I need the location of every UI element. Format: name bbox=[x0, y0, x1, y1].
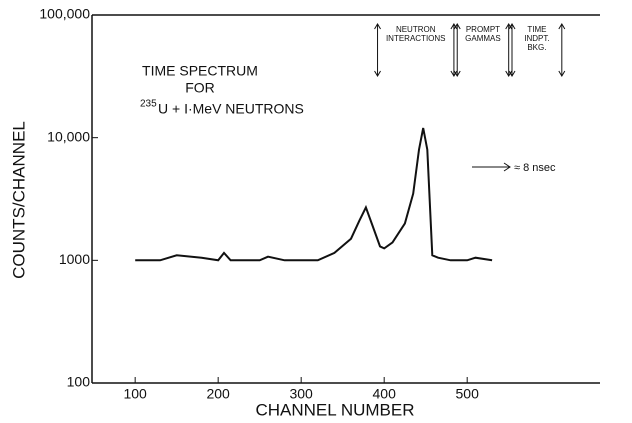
y-tick-label: 10,000 bbox=[47, 128, 90, 144]
annotation-superscript: 235 bbox=[140, 99, 157, 110]
region-arrow bbox=[450, 23, 458, 77]
x-tick-label: 200 bbox=[206, 386, 230, 402]
annotation: U + I·MeV NEUTRONS bbox=[158, 101, 304, 117]
x-tick-label: 100 bbox=[123, 386, 147, 402]
region-label: GAMMAS bbox=[465, 34, 501, 43]
data-line bbox=[135, 127, 493, 262]
region-arrow bbox=[508, 23, 516, 77]
y-tick-label: 100,000 bbox=[39, 6, 90, 22]
x-axis-label: CHANNEL NUMBER bbox=[255, 400, 414, 419]
y-tick-label: 1000 bbox=[59, 251, 90, 267]
y-axis-label: COUNTS/CHANNEL bbox=[9, 121, 28, 279]
region-label: BKG. bbox=[527, 43, 546, 52]
y-tick-label: 100 bbox=[67, 374, 91, 390]
region-arrow bbox=[453, 23, 461, 77]
region-arrow bbox=[374, 23, 381, 77]
region-label: NEUTRON bbox=[396, 25, 436, 34]
region-arrow bbox=[558, 23, 566, 77]
region-label: INTERACTIONS bbox=[386, 34, 446, 43]
fwhm-label: ≈ 8 nsec bbox=[514, 162, 556, 174]
x-tick-label: 500 bbox=[456, 386, 480, 402]
region-label: INDPT. bbox=[524, 34, 549, 43]
fwhm-marker bbox=[472, 162, 511, 172]
x-tick-label: 300 bbox=[289, 386, 313, 402]
x-tick-label: 400 bbox=[373, 386, 397, 402]
region-label: PROMPT bbox=[466, 25, 500, 34]
region-label: TIME bbox=[527, 25, 546, 34]
annotation: FOR bbox=[185, 80, 215, 96]
annotation: TIME SPECTRUM bbox=[142, 63, 258, 79]
region-arrow bbox=[505, 23, 513, 77]
